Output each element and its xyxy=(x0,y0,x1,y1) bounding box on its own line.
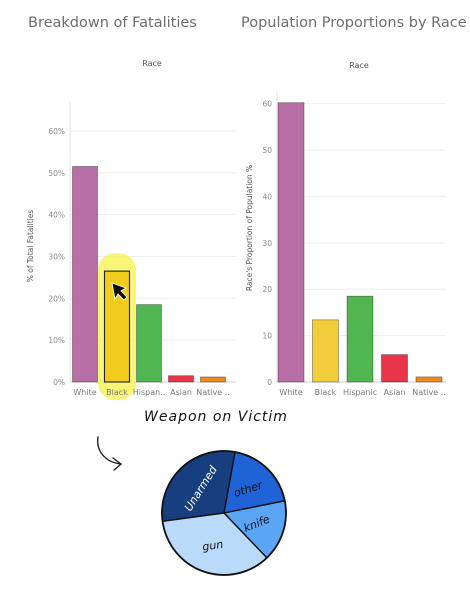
x-tick-label: White xyxy=(73,388,96,397)
y-tick-label: 10 xyxy=(262,332,272,341)
x-tick-label: Asian xyxy=(170,388,192,397)
fatalities-chart: Breakdown of Fatalities Race % of Total … xyxy=(26,15,236,400)
fatalities-y-axis-label: % of Total Fatalities xyxy=(26,210,35,283)
x-tick-label: Asian xyxy=(384,388,406,397)
y-tick-label: 20% xyxy=(48,294,65,303)
y-tick-label: 40% xyxy=(48,211,65,220)
x-tick-label: Native .. xyxy=(196,388,230,397)
bar-native[interactable] xyxy=(200,376,226,383)
y-tick-label: 50 xyxy=(262,146,272,155)
bar-asian[interactable] xyxy=(168,375,194,383)
bar-hispanic[interactable] xyxy=(346,295,374,383)
x-tick-label: Black xyxy=(106,388,128,397)
x-tick-label: Hispan.. xyxy=(133,388,166,397)
fatalities-categories: White Black Hispan.. Asian Native .. xyxy=(73,388,229,397)
y-tick-label: 30 xyxy=(262,239,272,248)
population-bars xyxy=(277,102,443,383)
y-tick-label: 10% xyxy=(48,336,65,345)
fatalities-chart-subtitle: Race xyxy=(142,59,162,68)
fatalities-chart-title: Breakdown of Fatalities xyxy=(28,15,197,31)
population-chart-subtitle: Race xyxy=(349,61,369,70)
y-tick-label: 20 xyxy=(262,285,272,294)
arrow-icon xyxy=(97,436,123,471)
fatalities-bars xyxy=(72,166,226,383)
y-tick-label: 50% xyxy=(48,169,65,178)
y-tick-label: 0% xyxy=(53,378,65,387)
bar-black[interactable] xyxy=(312,319,339,383)
population-y-axis-label: Race's Proportion of Population % xyxy=(245,165,254,291)
mouse-cursor-icon xyxy=(111,282,128,301)
x-tick-label: Hispanic xyxy=(343,388,377,397)
y-tick-label: 60% xyxy=(48,127,65,136)
pie-label: gun xyxy=(202,538,225,554)
y-tick-label: 30% xyxy=(48,252,65,261)
x-tick-label: Native .. xyxy=(412,388,446,397)
bar-white[interactable] xyxy=(72,166,98,383)
weapon-pie-title: Weapon on Victim xyxy=(144,409,288,425)
y-tick-label: 0 xyxy=(267,378,272,387)
pie-outline xyxy=(161,450,287,576)
x-tick-label: White xyxy=(279,388,302,397)
population-y-ticks: 0 10 20 30 40 50 60 xyxy=(262,100,272,387)
fatalities-y-ticks: 0% 10% 20% 30% 40% 50% 60% xyxy=(48,127,65,387)
y-tick-label: 60 xyxy=(262,100,272,109)
bar-native[interactable] xyxy=(415,376,443,383)
fatalities-gridlines xyxy=(69,102,236,383)
x-tick-label: Black xyxy=(315,388,337,397)
bar-hispan[interactable] xyxy=(136,304,162,383)
population-chart: Population Proportions by Race Race Race… xyxy=(241,15,467,397)
bar-white[interactable] xyxy=(277,102,305,383)
y-tick-label: 40 xyxy=(262,192,272,201)
population-categories: White Black Hispanic Asian Native .. xyxy=(279,388,445,397)
population-chart-title: Population Proportions by Race xyxy=(241,15,467,31)
bar-asian[interactable] xyxy=(381,354,408,383)
